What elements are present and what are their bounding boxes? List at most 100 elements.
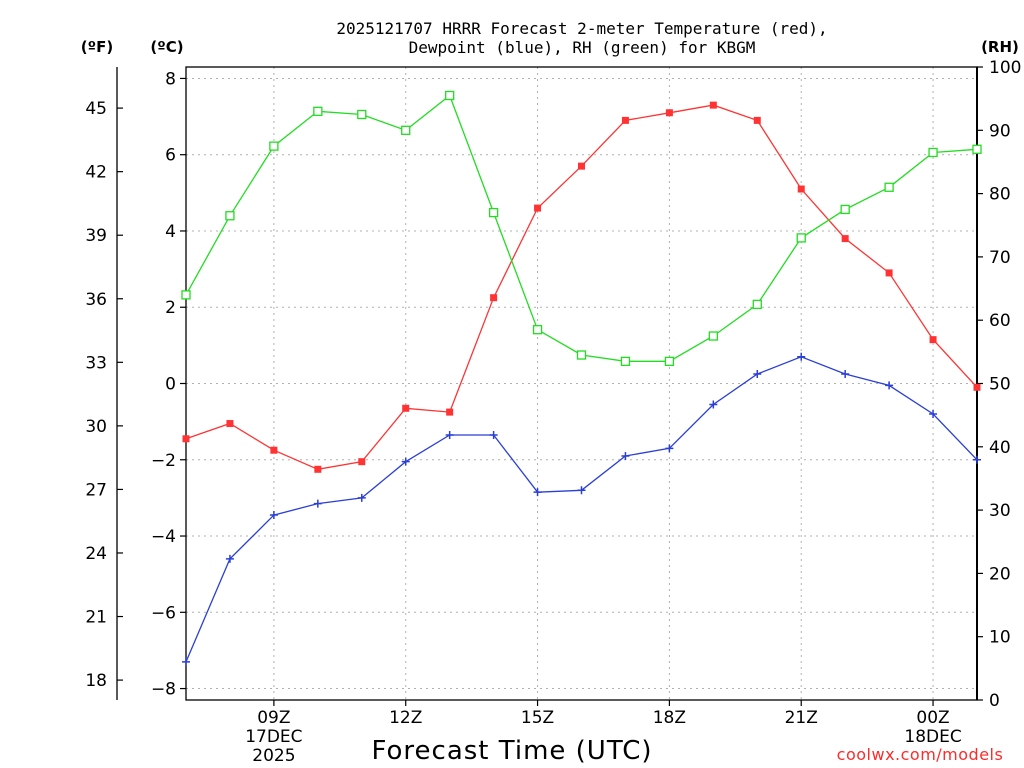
rh-point xyxy=(796,233,806,243)
chart-title-line1: 2025121707 HRRR Forecast 2-meter Tempera… xyxy=(336,19,827,38)
temperature-point xyxy=(929,336,937,344)
dewpoint-point xyxy=(357,493,366,502)
gridlines xyxy=(186,67,977,700)
temperature-point xyxy=(446,408,454,416)
dewpoint-point xyxy=(621,451,630,460)
x-tick-label: 2025 xyxy=(252,746,295,766)
fahrenheit-tick-label: 39 xyxy=(85,226,107,246)
temperature-point xyxy=(973,383,981,391)
rh-line xyxy=(185,94,978,362)
temperature-point xyxy=(797,185,805,193)
dewpoint-point xyxy=(533,488,542,497)
rh-series xyxy=(181,90,982,366)
rh-point xyxy=(928,147,938,158)
rh-unit-label: (RH) xyxy=(981,38,1019,56)
rh-point xyxy=(884,182,894,192)
fahrenheit-tick-label: 30 xyxy=(85,417,107,437)
rh-tick-label: 90 xyxy=(989,121,1011,141)
dewpoint-point xyxy=(577,486,586,495)
rh-point xyxy=(488,207,499,218)
rh-point xyxy=(357,109,367,120)
celsius-tick-label: 8 xyxy=(165,69,176,89)
rh-point xyxy=(269,141,279,151)
dewpoint-point xyxy=(182,657,190,666)
rh-tick-label: 40 xyxy=(989,438,1011,458)
rh-point xyxy=(972,144,982,154)
temperature-point xyxy=(270,446,278,454)
dewpoint-point xyxy=(709,400,718,409)
rh-tick-label: 0 xyxy=(989,691,1000,711)
temperature-point xyxy=(578,162,585,170)
temperature-point xyxy=(665,109,673,117)
rh-point xyxy=(532,325,543,335)
x-tick-label: 12Z xyxy=(389,708,422,728)
dewpoint-point xyxy=(269,511,278,520)
celsius-tick-label: 4 xyxy=(165,222,176,242)
rh-point xyxy=(576,350,587,360)
fahrenheit-unit-label: (ºF) xyxy=(81,38,113,56)
rh-point xyxy=(664,356,675,366)
temperature-point xyxy=(534,204,542,212)
temperature-point xyxy=(358,458,366,466)
dewpoint-point xyxy=(225,554,234,563)
temperature-point xyxy=(621,116,629,124)
fahrenheit-tick-label: 45 xyxy=(85,99,107,119)
x-tick-label: 15Z xyxy=(521,708,554,728)
dewpoint-point xyxy=(445,430,454,439)
chart-title-line2: Dewpoint (blue), RH (green) for KBGM xyxy=(409,38,756,57)
data-series xyxy=(181,90,982,666)
dewpoint-point xyxy=(753,369,762,378)
dewpoint-point xyxy=(489,430,498,439)
rh-point xyxy=(445,90,455,101)
dewpoint-point xyxy=(973,455,981,464)
x-axis-title: Forecast Time (UTC) xyxy=(371,736,652,766)
rh-point xyxy=(313,106,323,116)
rh-tick-label: 60 xyxy=(989,311,1011,331)
fahrenheit-tick-label: 21 xyxy=(85,608,107,628)
fahrenheit-tick-label: 36 xyxy=(85,290,107,310)
dewpoint-series xyxy=(182,352,981,666)
rh-tick-label: 50 xyxy=(989,375,1011,395)
celsius-tick-label: 6 xyxy=(165,146,176,166)
rh-tick-label: 70 xyxy=(989,248,1011,268)
celsius-tick-label: 0 xyxy=(165,375,176,395)
fahrenheit-tick-label: 42 xyxy=(85,163,107,183)
x-tick-label: 17DEC xyxy=(245,727,302,747)
celsius-tick-label: −2 xyxy=(151,451,176,471)
temperature-point xyxy=(841,235,849,243)
dewpoint-point xyxy=(885,381,894,390)
rh-point xyxy=(840,204,850,215)
x-tick-label: 18DEC xyxy=(904,727,961,747)
temperature-point xyxy=(885,269,893,277)
dewpoint-point xyxy=(841,369,850,378)
chart-title: 2025121707 HRRR Forecast 2-meter Tempera… xyxy=(336,19,827,57)
temperature-line xyxy=(185,104,978,470)
dewpoint-point xyxy=(929,410,938,419)
rh-tick-label: 30 xyxy=(989,501,1011,521)
rh-tick-label: 100 xyxy=(989,58,1021,78)
rh-point xyxy=(401,125,411,135)
rh-point xyxy=(708,331,718,341)
rh-tick-label: 10 xyxy=(989,628,1011,648)
dewpoint-point xyxy=(313,499,322,508)
temperature-series xyxy=(182,101,981,473)
temperature-point xyxy=(314,465,322,473)
rh-tick-label: 80 xyxy=(989,185,1011,205)
celsius-tick-label: −4 xyxy=(151,527,176,547)
temperature-point xyxy=(226,420,234,428)
credit-text: coolwx.com/models xyxy=(837,745,1004,764)
dewpoint-line xyxy=(185,356,978,663)
rh-tick-label: 20 xyxy=(989,564,1011,584)
x-tick-label: 18Z xyxy=(653,708,686,728)
x-tick-label: 09Z xyxy=(257,708,290,728)
celsius-tick-label: 2 xyxy=(165,298,176,318)
fahrenheit-tick-label: 27 xyxy=(85,480,107,500)
fahrenheit-tick-label: 33 xyxy=(85,353,107,373)
rh-point xyxy=(620,356,631,366)
celsius-tick-label: −8 xyxy=(151,680,176,700)
temperature-point xyxy=(709,101,717,109)
x-tick-label: 21Z xyxy=(785,708,818,728)
x-tick-label: 00Z xyxy=(916,708,949,728)
fahrenheit-tick-label: 24 xyxy=(85,544,107,564)
